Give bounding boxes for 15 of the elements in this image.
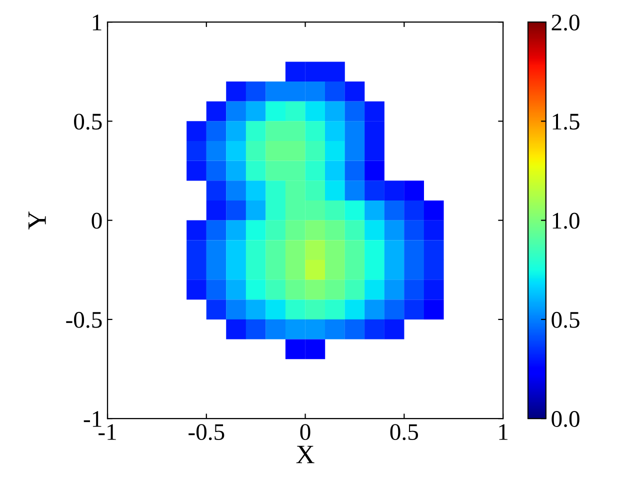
y-tick-label: -0.5 (66, 312, 102, 328)
x-tick-label: 1 (499, 424, 508, 440)
x-tick-label: -0.5 (188, 424, 224, 440)
x-tick-label: 0.5 (390, 424, 418, 440)
color-bar-label: 1.0 (552, 212, 580, 229)
x-tick-label: 0 (300, 424, 310, 440)
color-bar-label: 0.5 (552, 312, 580, 328)
y-tick-label: 1 (92, 14, 102, 30)
y-axis-title: Y (28, 211, 46, 230)
color-bar-label: 1.5 (552, 114, 580, 130)
y-tick-label: 0 (92, 212, 102, 229)
color-bar-label: 2.0 (552, 14, 580, 31)
color-bar-label: 0.0 (552, 411, 580, 428)
x-axis-title: X (296, 446, 314, 464)
y-tick-label: 0.5 (74, 114, 102, 130)
